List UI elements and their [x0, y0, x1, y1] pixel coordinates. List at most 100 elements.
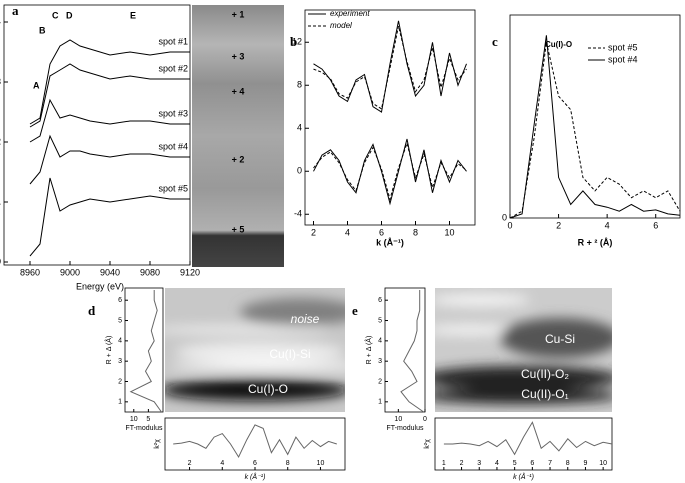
x-tick-label: 8 [413, 227, 418, 237]
x-tick-label: 8 [566, 460, 570, 467]
x-tick-label: 9120 [180, 267, 200, 277]
x-tick-label: 7 [548, 460, 552, 467]
legend-label: spot #4 [608, 54, 638, 64]
x-tick-label: 2 [556, 220, 561, 230]
data-line [29, 39, 190, 125]
annotation: A [33, 80, 40, 90]
series-label: spot #5 [158, 183, 188, 193]
y-tick-label: 2 [0, 136, 1, 146]
x-tick-label: 2 [460, 460, 464, 467]
x-tick-label: 0 [507, 220, 512, 230]
x-tick-label: 10 [394, 416, 402, 423]
annotation: C [52, 10, 59, 20]
annotation: B [39, 25, 46, 35]
y-tick-label: 2 [378, 378, 382, 385]
y-tick-label: 8 [297, 80, 302, 90]
series-label: spot #4 [158, 141, 188, 151]
x-tick-label: 6 [530, 460, 534, 467]
x-axis-label: k (Å⁻¹) [513, 472, 534, 481]
x-tick-label: 10 [444, 227, 454, 237]
x-tick-label: 2 [311, 227, 316, 237]
plot-frame [509, 14, 681, 219]
series-label: spot #1 [158, 36, 188, 46]
y-tick-label: 1 [118, 399, 122, 406]
data-line [313, 25, 467, 110]
data-line [509, 41, 681, 219]
y-tick-label: 0 [297, 166, 302, 176]
panel-label: a [12, 3, 19, 18]
x-tick-label: 6 [653, 220, 658, 230]
x-tick-label: 9080 [140, 267, 160, 277]
x-axis-label: FT-modulus [387, 425, 424, 432]
y-tick-label: 4 [378, 338, 382, 345]
image-label: + 2 [232, 154, 245, 164]
wavelet-map [435, 288, 612, 412]
y-tick-label: 5 [378, 317, 382, 324]
y-tick-label: 0 [0, 256, 1, 266]
y-tick-label: 1 [378, 399, 382, 406]
x-tick-label: 6 [379, 227, 384, 237]
data-line [313, 20, 467, 113]
x-tick-label: 9000 [60, 267, 80, 277]
x-tick-label: 1 [442, 460, 446, 467]
image-label: + 1 [232, 9, 245, 19]
x-tick-label: 8 [286, 460, 290, 467]
y-tick-label: 5 [118, 317, 122, 324]
x-axis-label: k (Å⁻¹) [245, 472, 266, 481]
data-line [173, 424, 337, 459]
data-line [29, 63, 190, 128]
x-tick-label: 10 [130, 416, 138, 423]
y-axis-label: k²χ [424, 439, 431, 449]
panel-label: d [88, 303, 96, 318]
x-tick-label: 8960 [20, 267, 40, 277]
x-tick-label: 10 [599, 460, 607, 467]
map-label: Cu(II)-O₁ [521, 387, 568, 401]
panel-label: b [290, 34, 297, 49]
map-label: Cu(II)-O₂ [521, 367, 569, 381]
y-tick-label: 2 [118, 378, 122, 385]
legend-label: model [330, 21, 352, 30]
map-label: Cu(I)-Si [269, 347, 310, 361]
data-line [443, 421, 613, 456]
data-line [29, 177, 190, 257]
y-axis-label: R + Δ (Å) [364, 336, 373, 365]
panel-label: c [492, 34, 498, 49]
data-line [313, 138, 467, 206]
map-label: Cu-Si [545, 332, 575, 346]
plot-frame [124, 287, 164, 413]
x-axis-label: k (Å⁻¹) [376, 237, 404, 247]
x-tick-label: 4 [220, 460, 224, 467]
image-label: + 3 [232, 51, 245, 61]
y-tick-label: 3 [118, 358, 122, 365]
y-tick-label: 1 [0, 196, 1, 206]
y-tick-label: 3 [378, 358, 382, 365]
x-tick-label: 6 [253, 460, 257, 467]
plot-frame [384, 287, 426, 413]
x-axis-label: FT-modulus [126, 425, 163, 432]
panel-label: e [352, 303, 358, 318]
map-label: Cu(I)-O [248, 382, 288, 396]
y-tick-label: 12 [292, 37, 302, 47]
x-tick-label: 0 [423, 416, 427, 423]
x-tick-label: 2 [188, 460, 192, 467]
x-axis-label: R + ² (Å) [578, 237, 613, 247]
annotation: Cu(I)-O [545, 40, 572, 49]
image-label: + 5 [232, 224, 245, 234]
y-tick-label: 4 [0, 16, 1, 26]
data-line [29, 98, 190, 143]
y-tick-label: 4 [297, 123, 302, 133]
wavelet-map [165, 288, 345, 412]
x-tick-label: 5 [146, 416, 150, 423]
y-tick-label: 4 [118, 338, 122, 345]
annotation: E [130, 10, 136, 20]
data-line [400, 290, 424, 413]
x-tick-label: 10 [317, 460, 325, 467]
y-tick-label: 3 [0, 76, 1, 86]
series-label: spot #3 [158, 108, 188, 118]
y-tick-label: 6 [378, 297, 382, 304]
plot-frame [3, 4, 191, 266]
y-tick-label: -4 [294, 209, 302, 219]
x-tick-label: 4 [345, 227, 350, 237]
data-line [129, 290, 162, 413]
